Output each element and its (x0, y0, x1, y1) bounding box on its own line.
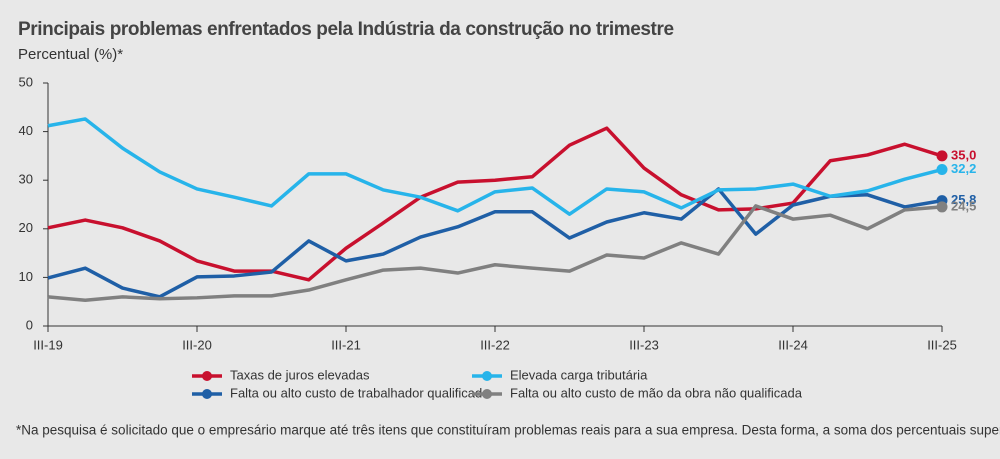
chart-subtitle: Percentual (%)* (18, 46, 123, 63)
end-marker (936, 164, 948, 176)
end-marker (936, 150, 948, 162)
value-label: 32,2 (951, 161, 976, 176)
x-tick-label: III-23 (629, 337, 659, 352)
x-tick-label: III-19 (33, 337, 63, 352)
end-marker (936, 201, 948, 213)
x-tick-label: III-22 (480, 337, 510, 352)
legend-label: Elevada carga tributária (510, 367, 648, 382)
x-tick-label: III-21 (331, 337, 361, 352)
series-line (47, 187, 943, 299)
y-tick-label: 0 (26, 317, 33, 332)
legend-marker-dot (202, 389, 212, 399)
value-label: 24,5 (951, 198, 976, 213)
y-tick-label: 30 (19, 172, 33, 187)
legend-marker-dot (482, 371, 492, 381)
footnote: *Na pesquisa é solicitado que o empresár… (16, 423, 1000, 438)
x-tick-label: III-20 (182, 337, 212, 352)
x-tick-label: III-24 (778, 337, 808, 352)
legend-marker-dot (202, 371, 212, 381)
series-line (47, 117, 943, 216)
y-tick-label: 50 (19, 74, 33, 89)
y-tick-label: 10 (19, 269, 33, 284)
value-label: 25,8 (951, 192, 976, 207)
legend-label: Falta ou alto custo de trabalhador quali… (230, 385, 489, 400)
series-line (47, 204, 943, 302)
chart-title: Principais problemas enfrentados pela In… (18, 19, 674, 40)
legend-marker-dot (482, 389, 492, 399)
y-tick-label: 40 (19, 123, 33, 138)
value-label: 35,0 (951, 147, 976, 162)
series-line (47, 126, 943, 282)
legend-label: Falta ou alto custo de mão da obra não q… (510, 385, 803, 400)
legend-label: Taxas de juros elevadas (230, 367, 370, 382)
y-tick-label: 20 (19, 220, 33, 235)
x-tick-label: III-25 (927, 337, 957, 352)
